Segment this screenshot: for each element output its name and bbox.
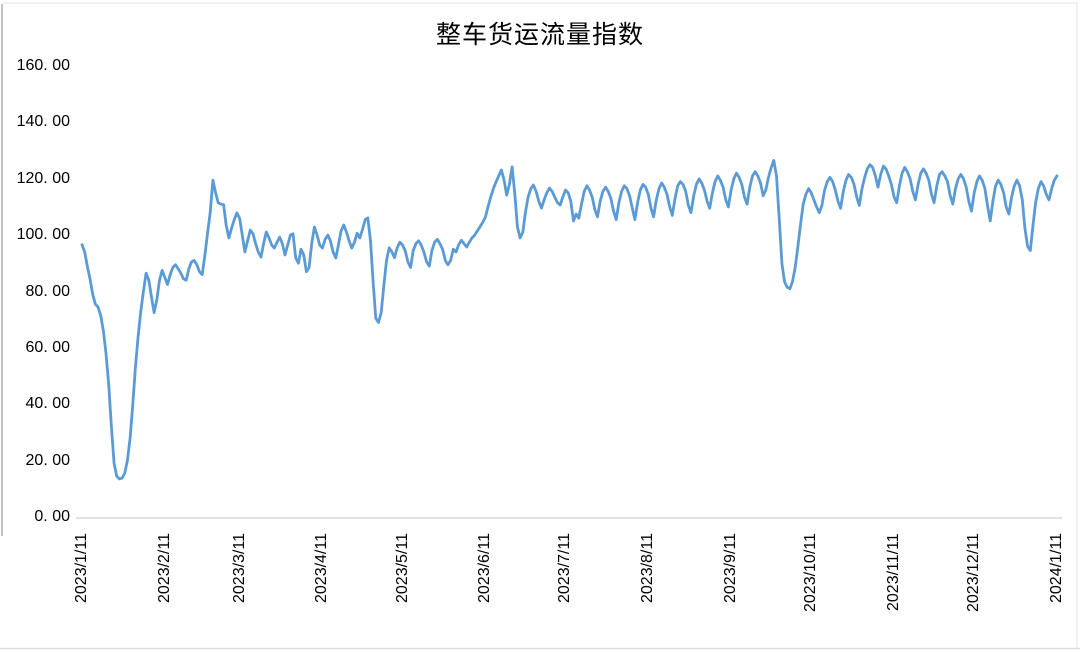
- freight-index-line: [80, 158, 1059, 481]
- y-axis-label: 0. 00: [34, 508, 70, 525]
- x-axis-label: 2024/1/11: [1048, 533, 1065, 603]
- y-axis-label: 40. 00: [25, 395, 70, 413]
- y-axis-label: 80. 00: [25, 282, 70, 300]
- y-axis-label: 160. 00: [16, 57, 70, 74]
- chart-title: 整车货运流量指数: [435, 21, 644, 49]
- y-axis-label: 140. 00: [16, 113, 70, 131]
- y-axis-label: 60. 00: [25, 338, 70, 356]
- y-axis-label: 120. 00: [16, 169, 70, 187]
- y-axis-label: 100. 00: [16, 226, 70, 244]
- x-axis-label: 2023/6/11: [476, 533, 494, 603]
- x-axis-label: 2023/5/11: [393, 533, 411, 603]
- x-axis-label: 2023/11/11: [885, 533, 903, 611]
- x-axis-label: 2023/9/11: [722, 533, 740, 603]
- y-axis-label: 20. 00: [25, 451, 70, 469]
- x-axis-label: 2023/2/11: [155, 533, 173, 603]
- x-axis-label: 2023/3/11: [230, 533, 248, 603]
- x-axis-label: 2023/4/11: [313, 533, 331, 603]
- x-axis-label: 2023/12/11: [965, 533, 983, 612]
- x-axis-label: 2023/10/11: [802, 533, 820, 612]
- x-axis-label: 2023/8/11: [639, 533, 657, 603]
- x-axis-label: 2023/1/11: [73, 533, 90, 603]
- x-axis-label: 2023/7/11: [556, 533, 574, 603]
